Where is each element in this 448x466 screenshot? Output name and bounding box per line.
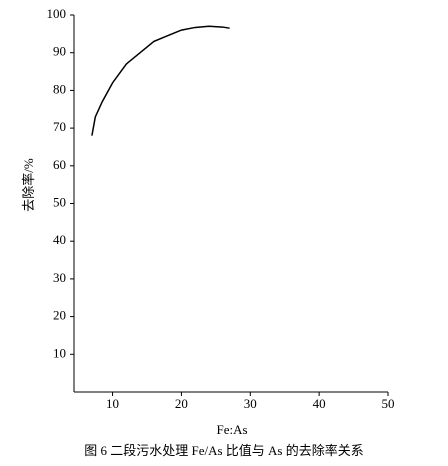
y-tick-label: 80 xyxy=(53,81,66,96)
x-axis-label: Fe:As xyxy=(216,422,247,437)
x-tick-label: 10 xyxy=(106,396,119,411)
y-tick-label: 40 xyxy=(53,232,66,247)
y-tick-label: 60 xyxy=(53,157,66,172)
x-tick-label: 30 xyxy=(244,396,257,411)
y-tick-label: 30 xyxy=(53,270,66,285)
y-tick-label: 100 xyxy=(47,6,67,21)
y-tick-label: 50 xyxy=(53,194,66,209)
x-tick-label: 50 xyxy=(382,396,395,411)
y-tick-label: 70 xyxy=(53,119,66,134)
y-tick-label: 10 xyxy=(53,345,66,360)
y-tick-label: 20 xyxy=(53,308,66,323)
data-line xyxy=(91,25,230,136)
x-tick-label: 20 xyxy=(175,396,188,411)
chart-title: 图 6 二段污水处理 Fe/As 比值与 As 的去除率关系 xyxy=(84,443,364,458)
y-axis-label: 去除率/% xyxy=(21,158,36,212)
y-tick-label: 90 xyxy=(53,44,66,59)
x-tick-label: 40 xyxy=(313,396,326,411)
